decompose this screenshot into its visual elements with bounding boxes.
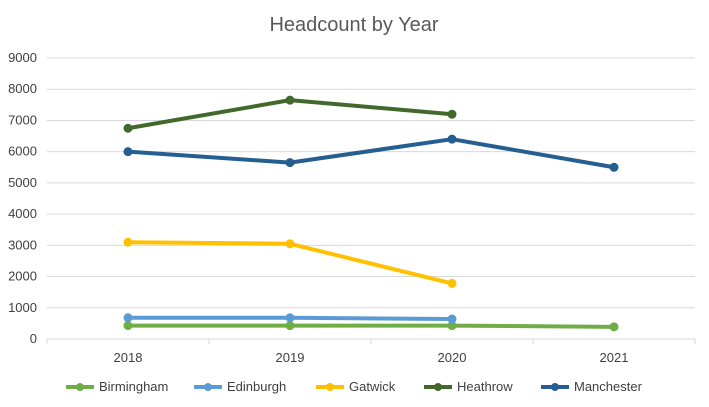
y-tick-label: 6000 bbox=[8, 144, 37, 159]
legend-label: Edinburgh bbox=[227, 379, 286, 394]
legend-item: Manchester bbox=[541, 379, 643, 394]
axes: 0 1000 2000 3000 4000 5000 6000 7000 8000 9000 201… bbox=[8, 50, 696, 365]
legend-item: Heathrow bbox=[424, 379, 513, 394]
data-point bbox=[123, 237, 133, 247]
data-point bbox=[123, 313, 133, 323]
x-tick-label: 2020 bbox=[438, 350, 467, 365]
x-tick-label: 2021 bbox=[600, 350, 629, 365]
data-point bbox=[285, 158, 295, 168]
series-heathrow bbox=[123, 95, 457, 133]
legend-item: Edinburgh bbox=[194, 379, 286, 394]
legend-marker bbox=[326, 383, 334, 391]
y-tick-label: 8000 bbox=[8, 81, 37, 96]
series-line bbox=[126, 323, 616, 329]
x-tick-label: 2018 bbox=[114, 350, 143, 365]
legend: Birmingham Edinburgh Gatwick Heathrow Manche… bbox=[66, 379, 643, 394]
legend-label: Gatwick bbox=[349, 379, 396, 394]
data-point bbox=[609, 162, 619, 172]
y-tick-label: 7000 bbox=[8, 112, 37, 127]
legend-item: Gatwick bbox=[316, 379, 396, 394]
series-line bbox=[126, 137, 616, 170]
y-tick-label: 0 bbox=[30, 331, 37, 346]
legend-marker bbox=[204, 383, 212, 391]
series-line bbox=[126, 240, 454, 286]
legend-item: Birmingham bbox=[66, 379, 168, 394]
x-tick-label: 2019 bbox=[276, 350, 305, 365]
data-point bbox=[609, 322, 619, 332]
legend-marker bbox=[551, 383, 559, 391]
data-point bbox=[123, 123, 133, 133]
data-point bbox=[447, 278, 457, 288]
legend-label: Manchester bbox=[574, 379, 643, 394]
legend-label: Heathrow bbox=[457, 379, 513, 394]
data-point bbox=[285, 239, 295, 249]
y-tick-label: 5000 bbox=[8, 175, 37, 190]
data-point bbox=[285, 95, 295, 105]
data-point bbox=[447, 314, 457, 324]
legend-marker bbox=[76, 383, 84, 391]
data-point bbox=[285, 313, 295, 323]
data-point bbox=[447, 109, 457, 119]
series-edinburgh bbox=[123, 313, 457, 324]
data-point bbox=[447, 134, 457, 144]
series-manchester bbox=[123, 134, 619, 172]
y-tick-label: 9000 bbox=[8, 50, 37, 65]
legend-label: Birmingham bbox=[99, 379, 168, 394]
y-tick-label: 3000 bbox=[8, 237, 37, 252]
y-tick-label: 2000 bbox=[8, 269, 37, 284]
legend-marker bbox=[434, 383, 442, 391]
data-point bbox=[123, 147, 133, 157]
y-tick-label: 4000 bbox=[8, 206, 37, 221]
series-birmingham bbox=[123, 321, 619, 332]
data-point bbox=[123, 321, 133, 331]
series-gatwick bbox=[123, 237, 457, 288]
chart-title: Headcount by Year bbox=[269, 14, 438, 36]
series-lines bbox=[123, 95, 619, 332]
y-tick-label: 1000 bbox=[8, 300, 37, 315]
gridlines bbox=[47, 57, 695, 309]
data-point bbox=[285, 321, 295, 331]
